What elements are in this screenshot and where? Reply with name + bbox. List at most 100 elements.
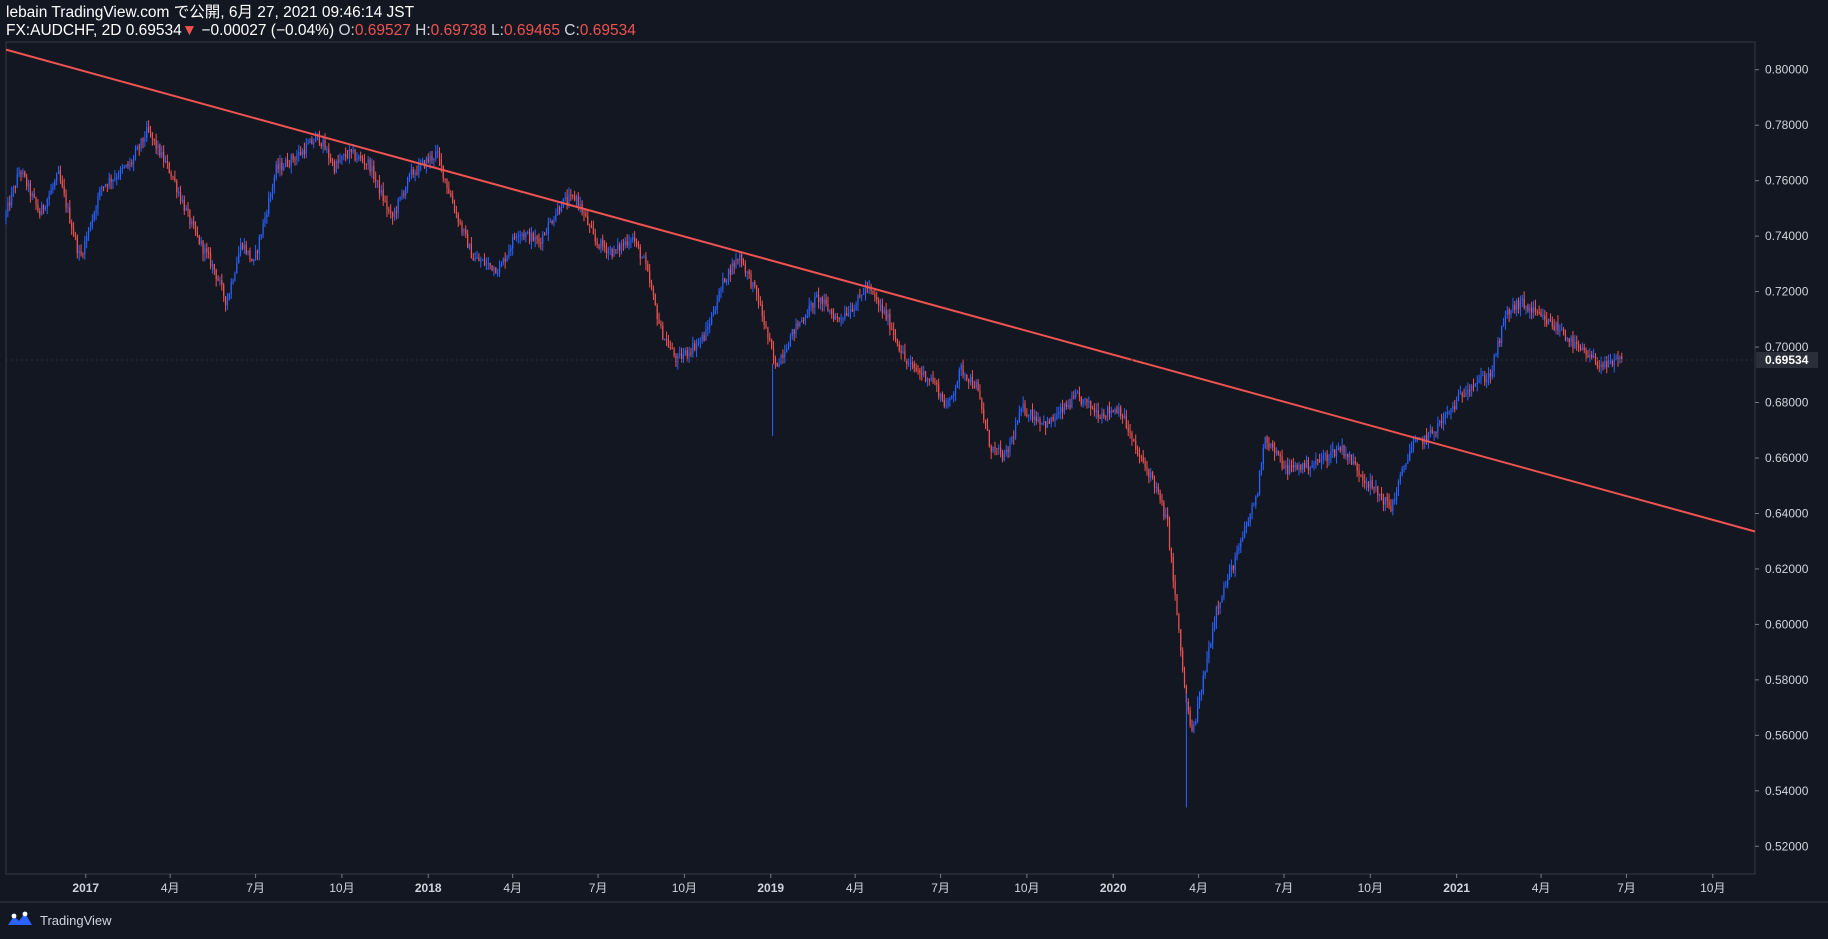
x-tick-label: 4月 <box>503 881 522 895</box>
candle-body-up <box>545 233 548 235</box>
candle-body-up <box>887 313 889 320</box>
candle-body-down <box>155 139 157 149</box>
candle-body-up <box>1495 354 1497 356</box>
candle-body-up <box>1221 596 1223 603</box>
candle-body-up <box>296 155 298 161</box>
candle-body-up <box>808 305 810 316</box>
candle-body-up <box>939 393 942 397</box>
candle-body-down <box>448 187 450 194</box>
candle-body-down <box>690 352 692 354</box>
candle-body-down <box>386 201 388 210</box>
candle-body-up <box>283 166 285 170</box>
candle-body-up <box>1337 447 1340 450</box>
candle-body-up <box>521 234 523 236</box>
candle-body-up <box>679 353 681 356</box>
candle-body-down <box>1172 556 1174 581</box>
candle-body-up <box>1559 330 1561 332</box>
candle-body-up <box>726 279 728 283</box>
candle-body-down <box>831 310 833 314</box>
candle-body-up <box>1198 693 1201 705</box>
candle-body-up <box>617 244 619 250</box>
candle-body-up <box>1236 550 1238 558</box>
candle-body-up <box>1204 672 1206 676</box>
candle-body-up <box>101 186 103 190</box>
candle-body-down <box>737 258 739 261</box>
candle-body-down <box>194 225 197 233</box>
candle-body-down <box>669 347 671 349</box>
candle-body-down <box>1540 312 1542 317</box>
candle-body-up <box>493 267 495 271</box>
candle-body-up <box>1046 420 1049 428</box>
footer-brand[interactable]: TradingView <box>6 911 112 929</box>
candle-body-down <box>1596 362 1598 367</box>
candle-body-down <box>1024 403 1026 415</box>
x-tick-label: 10月 <box>1014 881 1039 895</box>
candle-body-up <box>555 214 557 221</box>
candle-body-up <box>1519 299 1522 309</box>
candle-body-down <box>1191 725 1193 732</box>
candle-body-up <box>1213 622 1216 629</box>
candle-body-up <box>664 339 666 341</box>
candle-body-up <box>226 299 229 306</box>
candle-body-up <box>879 304 882 306</box>
candle-body-down <box>1182 650 1184 671</box>
candle-body-down <box>153 138 155 140</box>
low-value: 0.69465 <box>503 22 560 39</box>
candle-body-up <box>1041 422 1043 425</box>
candle-body-down <box>1013 436 1015 438</box>
candle-body-down <box>183 200 185 211</box>
high-label: H: <box>415 22 431 39</box>
candle-body-down <box>532 232 534 241</box>
candle-body-up <box>1302 463 1304 470</box>
candle-body-up <box>707 326 709 330</box>
candle-body-down <box>131 162 133 164</box>
candle-body-up <box>902 351 904 354</box>
candle-body-down <box>208 252 210 254</box>
candle-body-up <box>1228 569 1231 580</box>
candle-body-up <box>720 288 722 291</box>
x-tick-label: 2017 <box>72 881 99 895</box>
candle-body-down <box>365 164 367 166</box>
candle-body-up <box>1341 445 1343 451</box>
candle-body-down <box>1277 450 1279 455</box>
candle-body-down <box>1048 420 1051 424</box>
symbol-label[interactable]: FX:AUDCHF, 2D <box>6 22 122 39</box>
candle-body-up <box>1410 446 1413 451</box>
candle-body-up <box>497 273 499 275</box>
candle-body-up <box>1315 459 1317 465</box>
candle-body-up <box>104 184 107 187</box>
candle-body-down <box>566 197 568 204</box>
candle-body-up <box>343 154 345 156</box>
candle-body-up <box>1015 424 1017 438</box>
candle-body-down <box>1135 441 1137 450</box>
candle-body-down <box>179 192 182 202</box>
candle-body-down <box>1279 454 1281 457</box>
candle-body-down <box>878 300 880 306</box>
candle-body-up <box>506 255 508 262</box>
candle-body-up <box>547 222 549 234</box>
candle-body-up <box>1225 585 1227 587</box>
candle-body-down <box>570 194 572 196</box>
price-change: −0.00027 (−0.04%) <box>201 22 335 39</box>
candle-body-down <box>962 365 964 376</box>
candle-body-down <box>142 138 144 142</box>
candle-body-up <box>804 317 807 321</box>
candle-body-up <box>376 180 379 182</box>
candle-body-up <box>1439 420 1441 424</box>
candle-body-down <box>1546 319 1548 325</box>
candle-body-down <box>634 237 636 242</box>
candle-body-up <box>1403 467 1405 469</box>
candle-body-up <box>1020 408 1022 412</box>
candle-body-down <box>196 232 199 236</box>
candle-body-up <box>969 376 972 383</box>
candle-body-down <box>1367 482 1370 488</box>
candle-body-down <box>465 229 467 234</box>
candle-body-up <box>1452 406 1454 409</box>
candle-body-down <box>26 176 28 187</box>
candle-body-down <box>665 339 668 341</box>
candle-body-down <box>1576 341 1578 344</box>
candle-body-down <box>1086 398 1088 403</box>
candle-body-up <box>823 299 825 304</box>
candle-body-up <box>1016 422 1019 425</box>
